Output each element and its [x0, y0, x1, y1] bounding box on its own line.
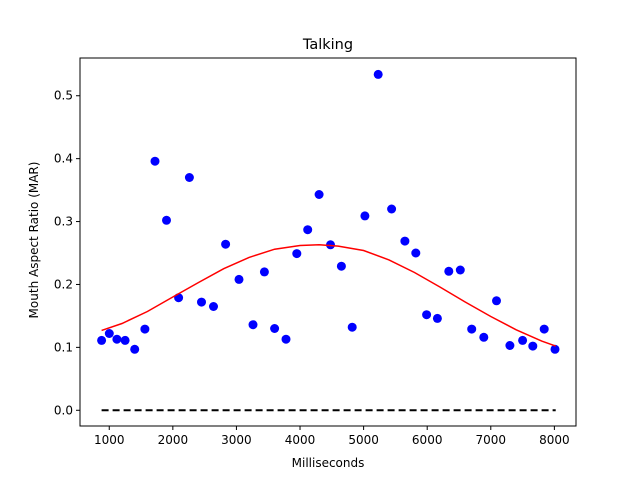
data-point — [326, 240, 335, 250]
data-point — [184, 173, 194, 182]
data-point — [455, 265, 465, 275]
data-point — [112, 334, 122, 344]
x-tick-label: 5000 — [348, 433, 379, 447]
data-point — [303, 225, 313, 235]
x-tick-label: 3000 — [221, 433, 252, 447]
y-tick-label: 0.5 — [54, 89, 73, 103]
x-tick-label: 2000 — [158, 433, 189, 447]
data-point — [234, 274, 244, 284]
x-axis-label: Milliseconds — [292, 456, 365, 470]
data-point — [422, 310, 432, 320]
data-point — [539, 324, 549, 334]
y-tick-label: 0.3 — [54, 215, 73, 229]
y-axis-label: Mouth Aspect Ratio (MAR) — [27, 162, 41, 319]
data-point — [387, 204, 397, 214]
data-point — [336, 261, 346, 271]
data-point — [120, 335, 130, 345]
data-point — [97, 335, 107, 345]
plot-area — [97, 69, 560, 412]
data-point — [259, 267, 269, 277]
data-point — [373, 69, 383, 79]
data-point — [150, 156, 160, 166]
x-tick-label: 6000 — [412, 433, 443, 447]
data-point — [130, 344, 140, 354]
data-point — [221, 239, 231, 249]
plot-frame — [79, 57, 577, 427]
data-point — [281, 334, 291, 344]
fit-curve — [101, 244, 556, 347]
data-point — [411, 248, 421, 258]
x-tick-label: 1000 — [94, 433, 125, 447]
data-point — [518, 335, 528, 345]
data-point — [479, 332, 489, 342]
data-point — [292, 249, 302, 259]
data-point — [314, 190, 324, 199]
y-tick-label: 0.0 — [54, 403, 73, 417]
data-point — [550, 344, 560, 354]
data-point — [444, 266, 454, 276]
data-point — [248, 320, 258, 330]
data-point — [467, 324, 477, 334]
y-tick-label: 0.4 — [54, 152, 73, 166]
data-point — [209, 302, 218, 311]
x-tick-label: 8000 — [539, 433, 570, 447]
data-point — [360, 211, 370, 221]
data-point — [140, 324, 150, 334]
data-point — [162, 215, 171, 225]
data-point — [492, 296, 501, 306]
chart-title: Talking — [302, 37, 353, 53]
data-point — [528, 341, 538, 351]
data-point — [432, 313, 442, 323]
data-point — [270, 324, 280, 333]
y-tick-label: 0.1 — [54, 340, 73, 354]
axes: 1000 2000 3000 4000 5000 6000 7000 8000 0.0 0.1 0.… — [54, 57, 577, 447]
data-point — [505, 341, 515, 350]
data-point — [347, 322, 357, 332]
data-point — [197, 297, 206, 307]
x-tick-label: 4000 — [285, 433, 316, 447]
x-tick-label: 7000 — [476, 433, 507, 447]
data-point — [104, 329, 114, 338]
data-point — [400, 236, 410, 246]
y-tick-label: 0.2 — [54, 277, 73, 291]
